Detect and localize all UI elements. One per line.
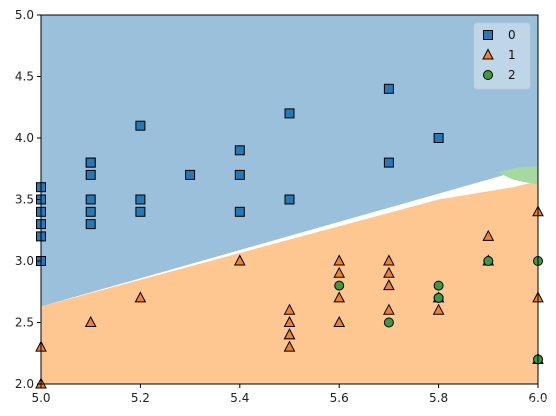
watermark-text: @稀土掘金技术社区 bbox=[451, 398, 550, 411]
point-class-2 bbox=[383, 317, 394, 328]
legend-marker-0 bbox=[483, 30, 493, 40]
point-class-0 bbox=[135, 120, 146, 131]
legend-label-0: 0 bbox=[508, 28, 516, 42]
point-class-1 bbox=[333, 291, 346, 303]
region-class-1 bbox=[41, 181, 538, 384]
point-class-1 bbox=[482, 229, 495, 241]
x-tick-label: 5.2 bbox=[131, 391, 150, 405]
y-tick-label: 4.0 bbox=[15, 131, 34, 145]
point-class-0 bbox=[234, 169, 245, 180]
point-class-1 bbox=[383, 266, 395, 278]
point-class-0 bbox=[284, 108, 295, 119]
point-class-1 bbox=[283, 303, 296, 315]
y-axis-ticks: 2.0 2.5 3.0 3.5 4.0 4.5 5.0 bbox=[15, 8, 41, 391]
legend-marker-2 bbox=[483, 70, 493, 80]
point-class-0 bbox=[284, 194, 295, 205]
point-class-0 bbox=[85, 219, 96, 230]
x-tick-label: 5.0 bbox=[31, 391, 50, 405]
x-tick-label: 5.4 bbox=[230, 391, 249, 405]
point-class-1 bbox=[283, 340, 296, 352]
point-class-1 bbox=[134, 291, 147, 303]
y-tick-label: 3.5 bbox=[15, 193, 34, 207]
point-class-1 bbox=[333, 315, 346, 327]
point-class-1 bbox=[333, 266, 346, 278]
point-class-1 bbox=[84, 315, 97, 327]
point-class-2 bbox=[334, 280, 345, 291]
point-class-0 bbox=[135, 194, 146, 205]
x-tick-label: 5.8 bbox=[429, 391, 448, 405]
point-class-0 bbox=[383, 83, 394, 94]
decision-regions bbox=[41, 15, 538, 384]
point-class-1 bbox=[233, 254, 246, 266]
legend-box bbox=[473, 22, 531, 90]
y-tick-label: 2.5 bbox=[15, 316, 34, 330]
y-tick-label: 2.0 bbox=[15, 377, 34, 391]
point-class-0 bbox=[85, 157, 96, 168]
point-class-2 bbox=[483, 256, 494, 266]
x-tick-label: 6.0 bbox=[528, 391, 547, 405]
point-class-2 bbox=[433, 280, 444, 291]
point-class-1 bbox=[283, 315, 296, 327]
point-class-1 bbox=[383, 254, 395, 266]
region-class-2 bbox=[498, 166, 538, 185]
point-class-0 bbox=[234, 206, 245, 217]
point-class-0 bbox=[85, 194, 96, 205]
legend: 0 1 2 bbox=[473, 22, 531, 90]
y-tick-label: 5.0 bbox=[15, 8, 34, 22]
y-tick-label: 3.0 bbox=[15, 254, 34, 268]
point-class-1 bbox=[383, 279, 395, 291]
point-class-0 bbox=[135, 206, 146, 217]
point-class-0 bbox=[383, 157, 394, 168]
point-class-0 bbox=[433, 133, 444, 143]
point-class-0 bbox=[234, 145, 245, 156]
point-class-0 bbox=[185, 169, 196, 180]
legend-marker-1 bbox=[482, 48, 494, 60]
point-class-1 bbox=[432, 303, 445, 315]
point-class-1 bbox=[383, 303, 395, 315]
point-class-2 bbox=[433, 292, 444, 303]
x-tick-label: 5.6 bbox=[330, 391, 349, 405]
region-class-0 bbox=[41, 15, 538, 307]
point-class-1 bbox=[333, 254, 346, 266]
x-axis-ticks: 5.0 5.2 5.4 5.6 5.8 6.0 bbox=[31, 384, 548, 405]
legend-label-1: 1 bbox=[508, 48, 516, 62]
point-class-0 bbox=[85, 169, 96, 180]
point-class-0 bbox=[85, 206, 96, 217]
point-class-1 bbox=[283, 328, 296, 340]
y-tick-label: 4.5 bbox=[15, 70, 34, 84]
legend-label-2: 2 bbox=[508, 68, 516, 82]
